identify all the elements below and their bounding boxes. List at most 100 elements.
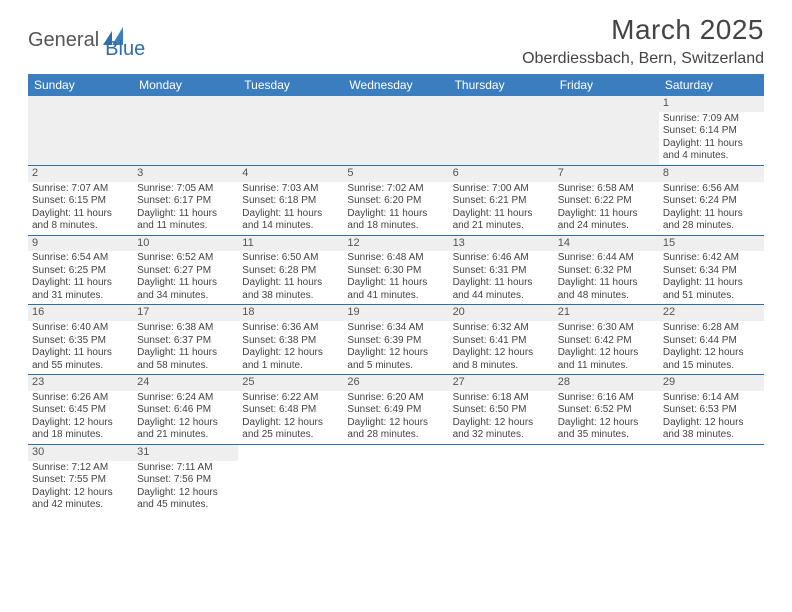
calendar-cell: 31Sunrise: 7:11 AMSunset: 7:56 PMDayligh… <box>133 444 238 513</box>
calendar-cell: 30Sunrise: 7:12 AMSunset: 7:55 PMDayligh… <box>28 444 133 513</box>
sunset-text: Sunset: 6:15 PM <box>32 195 129 208</box>
calendar-cell <box>238 444 343 513</box>
sunrise-text: Sunrise: 6:58 AM <box>558 183 655 196</box>
sunrise-text: Sunrise: 7:09 AM <box>663 113 760 126</box>
sunrise-text: Sunrise: 6:20 AM <box>347 392 444 405</box>
calendar-cell: 11Sunrise: 6:50 AMSunset: 6:28 PMDayligh… <box>238 235 343 305</box>
header: General Blue March 2025 Oberdiessbach, B… <box>28 14 764 68</box>
calendar-row: 16Sunrise: 6:40 AMSunset: 6:35 PMDayligh… <box>28 305 764 375</box>
day-number: 13 <box>449 236 554 252</box>
calendar-cell: 18Sunrise: 6:36 AMSunset: 6:38 PMDayligh… <box>238 305 343 375</box>
day-number: 12 <box>343 236 448 252</box>
day-info: Sunrise: 6:58 AMSunset: 6:22 PMDaylight:… <box>554 182 659 235</box>
sunset-text: Sunset: 6:24 PM <box>663 195 760 208</box>
sunrise-text: Sunrise: 7:07 AM <box>32 183 129 196</box>
calendar-cell: 2Sunrise: 7:07 AMSunset: 6:15 PMDaylight… <box>28 165 133 235</box>
day-info: Sunrise: 7:03 AMSunset: 6:18 PMDaylight:… <box>238 182 343 235</box>
weekday-tue: Tuesday <box>238 74 343 96</box>
daylight-text: Daylight: 12 hours and 8 minutes. <box>453 347 550 372</box>
calendar-cell: 26Sunrise: 6:20 AMSunset: 6:49 PMDayligh… <box>343 375 448 445</box>
calendar-cell: 29Sunrise: 6:14 AMSunset: 6:53 PMDayligh… <box>659 375 764 445</box>
sunset-text: Sunset: 6:14 PM <box>663 125 760 138</box>
day-info: Sunrise: 7:05 AMSunset: 6:17 PMDaylight:… <box>133 182 238 235</box>
daylight-text: Daylight: 11 hours and 31 minutes. <box>32 277 129 302</box>
day-number: 8 <box>659 166 764 182</box>
sunrise-text: Sunrise: 6:38 AM <box>137 322 234 335</box>
daylight-text: Daylight: 11 hours and 34 minutes. <box>137 277 234 302</box>
sunrise-text: Sunrise: 6:44 AM <box>558 252 655 265</box>
calendar-cell: 8Sunrise: 6:56 AMSunset: 6:24 PMDaylight… <box>659 165 764 235</box>
day-info: Sunrise: 7:07 AMSunset: 6:15 PMDaylight:… <box>28 182 133 235</box>
day-info: Sunrise: 6:20 AMSunset: 6:49 PMDaylight:… <box>343 391 448 444</box>
day-number: 29 <box>659 375 764 391</box>
calendar-cell: 12Sunrise: 6:48 AMSunset: 6:30 PMDayligh… <box>343 235 448 305</box>
sunrise-text: Sunrise: 6:26 AM <box>32 392 129 405</box>
day-info: Sunrise: 6:40 AMSunset: 6:35 PMDaylight:… <box>28 321 133 374</box>
day-info: Sunrise: 7:11 AMSunset: 7:56 PMDaylight:… <box>133 461 238 514</box>
day-number: 6 <box>449 166 554 182</box>
daylight-text: Daylight: 11 hours and 55 minutes. <box>32 347 129 372</box>
day-number: 17 <box>133 305 238 321</box>
day-info: Sunrise: 6:14 AMSunset: 6:53 PMDaylight:… <box>659 391 764 444</box>
day-info: Sunrise: 7:12 AMSunset: 7:55 PMDaylight:… <box>28 461 133 514</box>
sunrise-text: Sunrise: 6:30 AM <box>558 322 655 335</box>
sunset-text: Sunset: 6:30 PM <box>347 265 444 278</box>
day-number: 22 <box>659 305 764 321</box>
day-info: Sunrise: 6:34 AMSunset: 6:39 PMDaylight:… <box>343 321 448 374</box>
day-number: 20 <box>449 305 554 321</box>
day-info: Sunrise: 6:30 AMSunset: 6:42 PMDaylight:… <box>554 321 659 374</box>
daylight-text: Daylight: 12 hours and 1 minute. <box>242 347 339 372</box>
calendar-cell: 24Sunrise: 6:24 AMSunset: 6:46 PMDayligh… <box>133 375 238 445</box>
sunset-text: Sunset: 6:35 PM <box>32 335 129 348</box>
daylight-text: Daylight: 12 hours and 35 minutes. <box>558 417 655 442</box>
sunrise-text: Sunrise: 6:50 AM <box>242 252 339 265</box>
sunset-text: Sunset: 6:31 PM <box>453 265 550 278</box>
daylight-text: Daylight: 11 hours and 51 minutes. <box>663 277 760 302</box>
daylight-text: Daylight: 12 hours and 25 minutes. <box>242 417 339 442</box>
day-info: Sunrise: 6:16 AMSunset: 6:52 PMDaylight:… <box>554 391 659 444</box>
sunset-text: Sunset: 6:42 PM <box>558 335 655 348</box>
daylight-text: Daylight: 11 hours and 8 minutes. <box>32 208 129 233</box>
weekday-header-row: Sunday Monday Tuesday Wednesday Thursday… <box>28 74 764 96</box>
daylight-text: Daylight: 12 hours and 28 minutes. <box>347 417 444 442</box>
day-info: Sunrise: 6:42 AMSunset: 6:34 PMDaylight:… <box>659 251 764 304</box>
sunset-text: Sunset: 6:38 PM <box>242 335 339 348</box>
calendar-cell: 25Sunrise: 6:22 AMSunset: 6:48 PMDayligh… <box>238 375 343 445</box>
day-number: 23 <box>28 375 133 391</box>
day-info: Sunrise: 6:56 AMSunset: 6:24 PMDaylight:… <box>659 182 764 235</box>
calendar-cell: 20Sunrise: 6:32 AMSunset: 6:41 PMDayligh… <box>449 305 554 375</box>
sunrise-text: Sunrise: 6:52 AM <box>137 252 234 265</box>
sunset-text: Sunset: 7:56 PM <box>137 474 234 487</box>
sunset-text: Sunset: 7:55 PM <box>32 474 129 487</box>
location-label: Oberdiessbach, Bern, Switzerland <box>522 50 764 68</box>
sunrise-text: Sunrise: 6:28 AM <box>663 322 760 335</box>
day-info: Sunrise: 6:50 AMSunset: 6:28 PMDaylight:… <box>238 251 343 304</box>
day-number: 24 <box>133 375 238 391</box>
calendar-cell: 5Sunrise: 7:02 AMSunset: 6:20 PMDaylight… <box>343 165 448 235</box>
day-info: Sunrise: 6:52 AMSunset: 6:27 PMDaylight:… <box>133 251 238 304</box>
calendar-cell: 14Sunrise: 6:44 AMSunset: 6:32 PMDayligh… <box>554 235 659 305</box>
day-info: Sunrise: 6:46 AMSunset: 6:31 PMDaylight:… <box>449 251 554 304</box>
sunrise-text: Sunrise: 6:46 AM <box>453 252 550 265</box>
sunrise-text: Sunrise: 7:00 AM <box>453 183 550 196</box>
sunset-text: Sunset: 6:52 PM <box>558 404 655 417</box>
daylight-text: Daylight: 12 hours and 21 minutes. <box>137 417 234 442</box>
sunrise-text: Sunrise: 6:48 AM <box>347 252 444 265</box>
daylight-text: Daylight: 11 hours and 41 minutes. <box>347 277 444 302</box>
day-number: 28 <box>554 375 659 391</box>
day-number: 26 <box>343 375 448 391</box>
calendar-cell <box>554 444 659 513</box>
sunset-text: Sunset: 6:50 PM <box>453 404 550 417</box>
calendar-cell: 17Sunrise: 6:38 AMSunset: 6:37 PMDayligh… <box>133 305 238 375</box>
logo: General Blue <box>28 14 145 61</box>
sunrise-text: Sunrise: 6:18 AM <box>453 392 550 405</box>
calendar-cell: 23Sunrise: 6:26 AMSunset: 6:45 PMDayligh… <box>28 375 133 445</box>
day-number: 5 <box>343 166 448 182</box>
day-number: 11 <box>238 236 343 252</box>
calendar-cell: 22Sunrise: 6:28 AMSunset: 6:44 PMDayligh… <box>659 305 764 375</box>
day-info: Sunrise: 6:38 AMSunset: 6:37 PMDaylight:… <box>133 321 238 374</box>
sunset-text: Sunset: 6:46 PM <box>137 404 234 417</box>
day-number: 25 <box>238 375 343 391</box>
sunrise-text: Sunrise: 6:36 AM <box>242 322 339 335</box>
day-info: Sunrise: 6:22 AMSunset: 6:48 PMDaylight:… <box>238 391 343 444</box>
